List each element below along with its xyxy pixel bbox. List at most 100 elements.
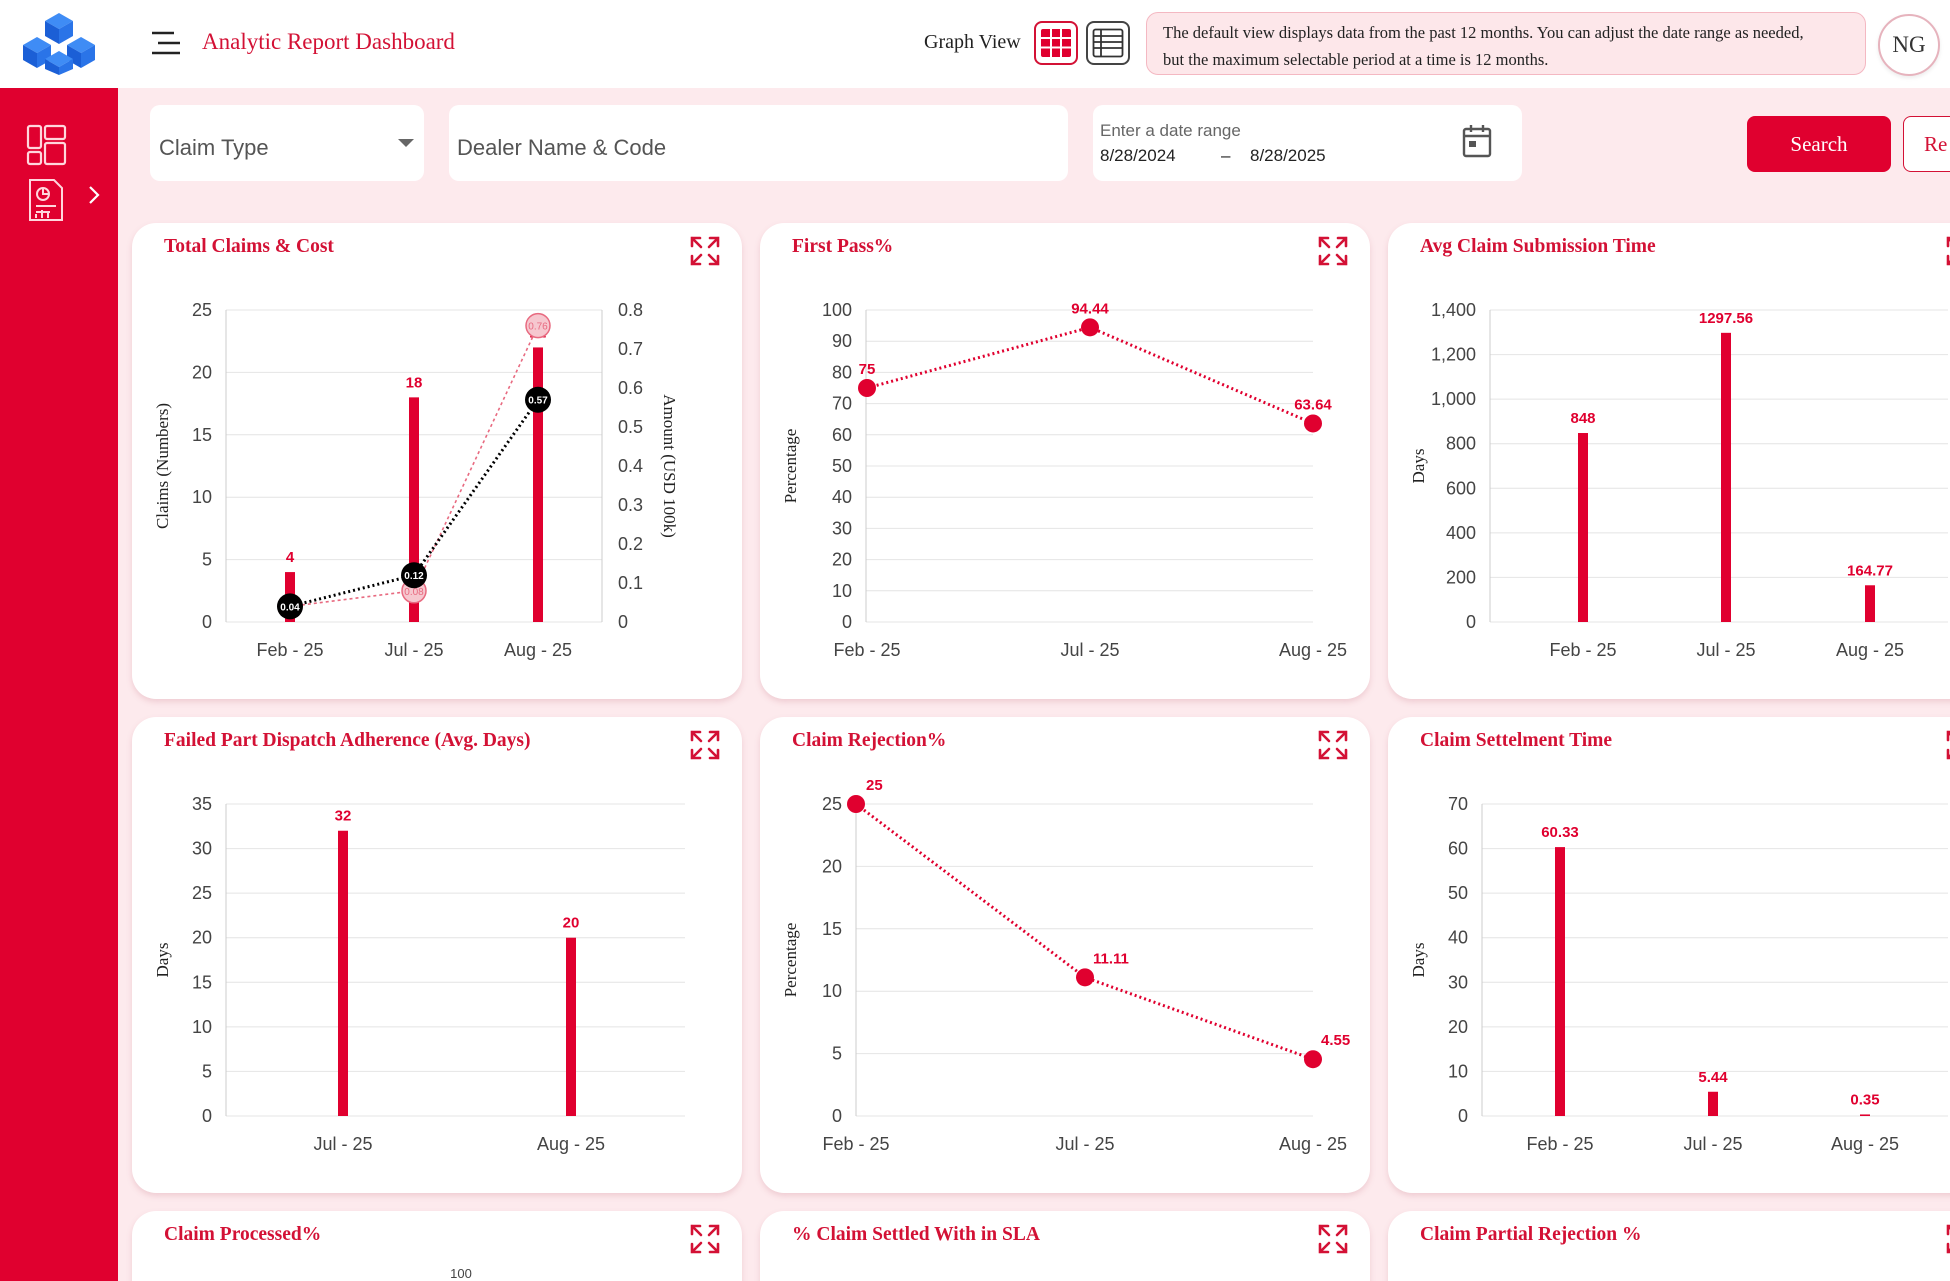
y-tick-label: 200 (1446, 567, 1476, 587)
chevron-right-icon[interactable] (86, 184, 102, 211)
date-range-picker[interactable]: Enter a date range 8/28/2024 – 8/28/2025 (1093, 105, 1522, 181)
x-tick-label: Feb - 25 (822, 1134, 889, 1154)
x-tick-label: Jul - 25 (1055, 1134, 1114, 1154)
y-tick-label: 80 (832, 362, 852, 382)
y2-tick-label: 0.3 (618, 495, 643, 515)
card-title: Claim Settelment Time (1420, 730, 1613, 751)
y-tick-label: 25 (192, 300, 212, 320)
card-title: First Pass% (792, 236, 894, 257)
menu-icon[interactable] (150, 30, 182, 58)
card-claim-settlement-time: Claim Settelment Time 70 60 50 40 30 20 10 0 Feb… (1388, 717, 1950, 1193)
claim-processed-chart: 100 (450, 1266, 472, 1281)
data-label-amount: 0.12 (404, 571, 424, 582)
x-tick-label: Feb - 25 (1549, 640, 1616, 660)
y-tick-label: 10 (192, 1017, 212, 1037)
y-tick-label: 15 (822, 919, 842, 939)
expand-icon[interactable] (689, 729, 721, 761)
data-label: 4 (286, 549, 295, 566)
expand-icon[interactable] (1945, 1223, 1950, 1255)
y-tick-label: 5 (202, 550, 212, 570)
y-tick-label: 20 (832, 550, 852, 570)
y-tick-label: 10 (1448, 1061, 1468, 1081)
bar (1860, 1114, 1870, 1116)
data-label: 75 (859, 361, 876, 378)
y-tick-label: 5 (832, 1044, 842, 1064)
y-tick-label: 40 (1448, 928, 1468, 948)
data-label: 11.11 (1093, 950, 1129, 967)
x-tick-label: Aug - 25 (504, 640, 572, 660)
calendar-icon[interactable] (1462, 124, 1492, 163)
x-tick-label: Jul - 25 (384, 640, 443, 660)
data-label: 25 (866, 777, 883, 794)
expand-icon[interactable] (1317, 1223, 1349, 1255)
y-tick-label: 0 (1458, 1106, 1468, 1126)
dealer-name-placeholder: Dealer Name & Code (457, 135, 667, 160)
series-line (855, 802, 1314, 1061)
x-tick-label: Jul - 25 (1696, 640, 1755, 660)
y-tick-label: 70 (832, 394, 852, 414)
grid-view-icon (1041, 29, 1071, 57)
card-title: Failed Part Dispatch Adherence (Avg. Day… (164, 730, 531, 751)
y-tick-label: 0 (202, 612, 212, 632)
list-view-button[interactable] (1086, 21, 1130, 65)
claim-type-label: Claim Type (159, 135, 269, 160)
y-tick-label: 20 (822, 856, 842, 876)
data-label: 848 (1570, 410, 1595, 427)
y-tick-label: 10 (192, 487, 212, 507)
bar (1708, 1091, 1718, 1116)
search-button[interactable]: Search (1747, 116, 1891, 172)
bar (1721, 332, 1731, 622)
y-tick-label: 70 (1448, 794, 1468, 814)
bar (1865, 585, 1875, 622)
data-point-amount (525, 386, 551, 413)
card-claim-settled-sla: % Claim Settled With in SLA (760, 1211, 1370, 1281)
avatar[interactable]: NG (1878, 14, 1940, 76)
dealer-name-input[interactable]: Dealer Name & Code (449, 105, 1068, 181)
y2-tick-label: 0.5 (618, 417, 643, 437)
expand-icon[interactable] (689, 1223, 721, 1255)
y-tick-label: 0 (202, 1106, 212, 1126)
card-title: Claim Partial Rejection % (1420, 1224, 1642, 1245)
bar (409, 397, 419, 622)
report-icon[interactable] (26, 178, 68, 227)
sidebar (0, 0, 118, 1281)
y-tick-label: 35 (192, 794, 212, 814)
y2-tick-label: 0.8 (618, 300, 643, 320)
x-tick-label: Aug - 25 (1279, 1134, 1347, 1154)
logo[interactable] (0, 0, 118, 88)
date-from-value[interactable]: 8/28/2024 (1100, 146, 1176, 165)
data-point (1304, 1050, 1322, 1069)
card-title: % Claim Settled With in SLA (792, 1224, 1040, 1245)
y-tick-label: 100 (822, 300, 852, 320)
expand-icon[interactable] (1317, 235, 1349, 267)
claim-type-select[interactable]: Claim Type (150, 105, 424, 181)
grid-view-button[interactable] (1034, 21, 1078, 65)
y-tick-label: 1,200 (1431, 345, 1476, 365)
reset-button[interactable]: Re (1903, 116, 1950, 172)
y-axis-label: Claims (Numbers) (153, 403, 172, 529)
data-point (858, 379, 876, 397)
bar (338, 830, 348, 1116)
x-tick-label: Feb - 25 (256, 640, 323, 660)
expand-icon[interactable] (1317, 729, 1349, 761)
x-tick-label: Jul - 25 (313, 1134, 372, 1154)
data-label: 4.55 (1321, 1032, 1350, 1049)
y-tick-label: 10 (822, 981, 842, 1001)
failed-part-dispatch-chart: 35 30 25 20 15 10 5 0 Jul - 25 Aug - 25 Days 32 20 (153, 794, 685, 1154)
y-tick-label: 0 (832, 1106, 842, 1126)
y-tick-label: 90 (832, 331, 852, 351)
expand-icon[interactable] (689, 235, 721, 267)
claim-rejection-chart: 25 20 15 10 5 0 Feb - 25 Jul - 25 Aug - 25 Percen… (781, 777, 1350, 1154)
y2-tick-label: 0 (618, 612, 628, 632)
y-tick-label: 0 (1466, 612, 1476, 632)
dashboard-icon[interactable] (26, 124, 68, 171)
y-axis-label: Percentage (781, 923, 800, 998)
card-claim-rejection: Claim Rejection% 25 20 15 10 5 0 Feb - 25 Jul -… (760, 717, 1370, 1193)
data-label-amount: 0.04 (280, 602, 300, 613)
y2-tick-label: 0.2 (618, 534, 643, 554)
cube-logo-icon (23, 13, 95, 75)
data-label: 5.44 (1698, 1069, 1728, 1086)
y-tick-label: 50 (832, 456, 852, 476)
date-to-value[interactable]: 8/28/2025 (1250, 146, 1326, 165)
